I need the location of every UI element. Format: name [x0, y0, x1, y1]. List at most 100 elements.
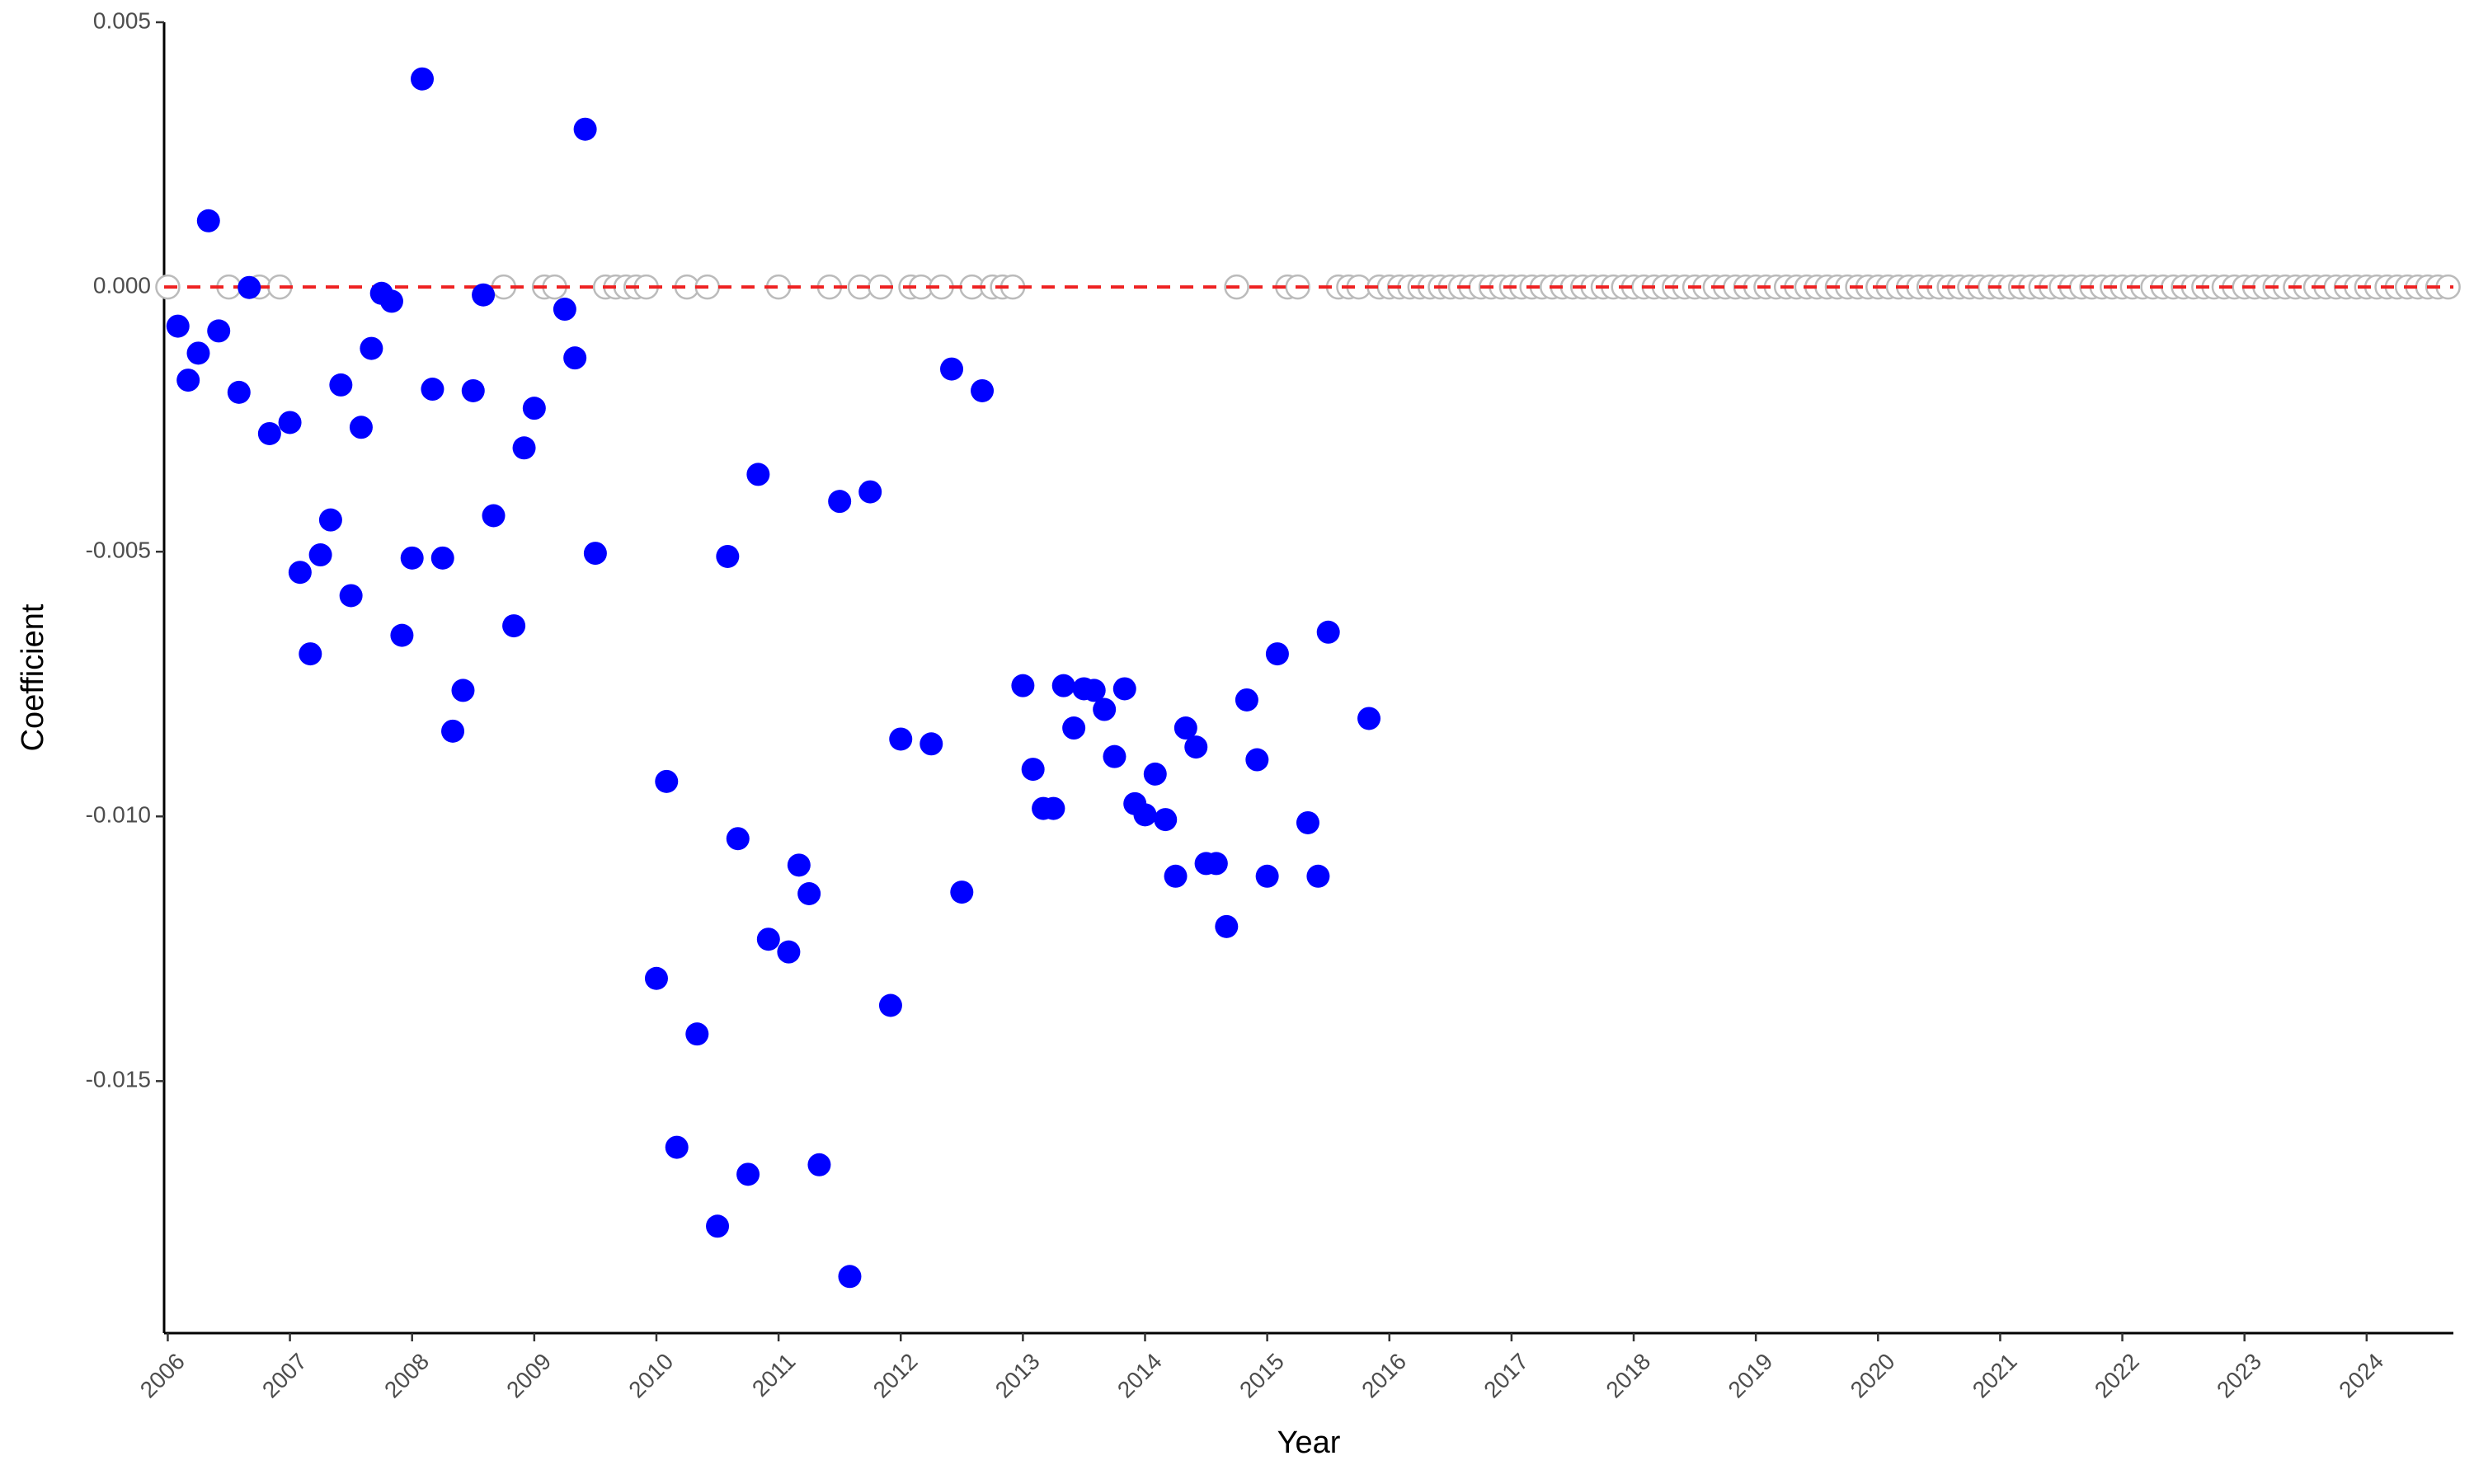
point	[787, 853, 811, 877]
point	[1103, 744, 1126, 768]
point	[950, 881, 974, 904]
point	[502, 614, 526, 638]
x-tick-label: 2015	[1235, 1348, 1289, 1402]
point	[1062, 716, 1086, 740]
point	[807, 1153, 831, 1176]
point	[278, 411, 302, 434]
x-tick-label: 2023	[2212, 1348, 2266, 1402]
point	[573, 117, 597, 141]
point	[563, 346, 587, 370]
x-tick-label: 2009	[501, 1348, 556, 1402]
point	[644, 966, 668, 990]
point	[1143, 762, 1167, 786]
point	[308, 543, 332, 567]
point	[196, 209, 220, 232]
point	[257, 421, 281, 445]
point	[889, 727, 913, 751]
point	[1255, 864, 1279, 888]
x-tick-label: 2022	[2090, 1348, 2144, 1402]
point	[1215, 914, 1239, 938]
point	[318, 508, 342, 532]
x-tick-label: 2016	[1357, 1348, 1411, 1402]
point	[1011, 674, 1035, 697]
point	[379, 289, 403, 313]
y-axis-title: Coefficient	[16, 603, 50, 751]
point	[1021, 758, 1045, 782]
y-tick-label: -0.015	[86, 1067, 151, 1092]
x-tick-label: 2017	[1479, 1348, 1533, 1402]
x-tick-label: 2018	[1601, 1348, 1655, 1402]
point	[482, 504, 506, 528]
point	[1316, 620, 1340, 644]
point	[421, 378, 444, 402]
point	[1296, 810, 1319, 834]
point	[329, 373, 353, 397]
x-tick-label: 2011	[747, 1348, 801, 1402]
x-tick-label: 2007	[257, 1348, 312, 1402]
x-tick-label: 2024	[2334, 1348, 2388, 1402]
x-axis-title: Year	[1277, 1425, 1341, 1460]
point	[706, 1214, 730, 1238]
y-tick-label: -0.005	[86, 538, 151, 563]
point	[1306, 864, 1330, 888]
point	[1235, 688, 1258, 711]
point	[858, 480, 882, 504]
point	[472, 283, 496, 307]
point	[1112, 677, 1136, 701]
point	[1174, 716, 1197, 740]
point	[665, 1135, 689, 1159]
point	[1082, 679, 1106, 702]
point	[828, 490, 852, 514]
x-tick-label: 2013	[990, 1348, 1045, 1402]
x-tick-label: 2020	[1846, 1348, 1900, 1402]
x-tick-label: 2006	[135, 1348, 190, 1402]
y-tick-label: -0.010	[86, 802, 151, 828]
point	[1042, 796, 1065, 820]
point	[726, 827, 750, 851]
x-tick-label: 2010	[623, 1348, 678, 1402]
point	[299, 642, 322, 666]
point	[1154, 808, 1178, 832]
point	[1093, 697, 1117, 721]
point	[1133, 803, 1157, 827]
point	[238, 275, 261, 299]
point	[1204, 852, 1228, 876]
point	[797, 882, 821, 906]
x-tick-label: 2008	[379, 1348, 434, 1402]
point	[411, 67, 435, 91]
point	[441, 719, 465, 743]
x-tick-label: 2014	[1112, 1348, 1167, 1402]
point	[207, 319, 231, 343]
point	[349, 416, 373, 439]
point	[339, 584, 363, 608]
point	[553, 298, 576, 322]
point	[655, 769, 679, 793]
point	[512, 436, 536, 460]
point	[430, 546, 454, 570]
point	[1245, 748, 1269, 772]
point	[777, 940, 801, 964]
point	[736, 1162, 760, 1186]
point	[1357, 707, 1381, 730]
point	[878, 993, 902, 1017]
x-tick-label: 2012	[868, 1348, 923, 1402]
point	[756, 928, 780, 951]
point	[1164, 864, 1188, 888]
point	[451, 679, 475, 702]
point	[390, 623, 414, 647]
point	[583, 542, 607, 566]
point	[360, 336, 383, 360]
point	[461, 378, 485, 402]
point	[1051, 674, 1075, 697]
point	[838, 1265, 862, 1289]
point	[522, 397, 546, 420]
x-tick-label: 2021	[1968, 1348, 2022, 1402]
point	[400, 546, 424, 570]
y-tick-label: 0.000	[93, 272, 151, 298]
point	[920, 732, 943, 756]
point	[716, 544, 740, 568]
point	[1184, 735, 1208, 759]
point	[288, 561, 312, 585]
